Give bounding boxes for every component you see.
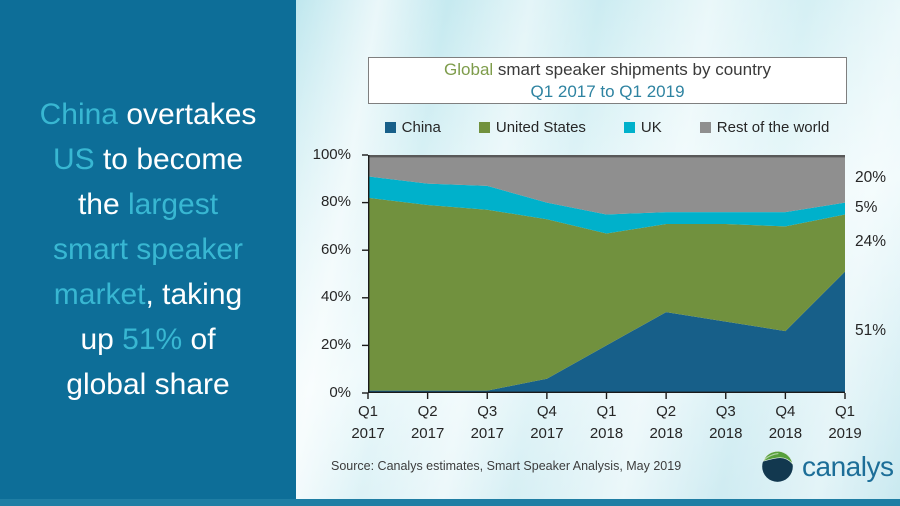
headline-segment: US: [52, 143, 95, 176]
x-tick-label-line: 2018: [709, 425, 743, 442]
area-uk: [368, 176, 845, 234]
x-tick-label: Q4 2017: [530, 401, 563, 445]
end-value-labels: 51% 24% 5% 20%: [855, 155, 900, 393]
x-tick-label: Q4 2018: [769, 401, 802, 445]
x-tick-label: Q1 2017: [351, 401, 384, 445]
headline-line: US to become: [0, 137, 296, 182]
x-tick-label-line: 2018: [768, 425, 803, 442]
x-tick-label-line: Q4: [536, 403, 557, 420]
canalys-globe-icon: [762, 451, 794, 482]
y-tick-label: 60%: [320, 240, 351, 258]
x-tick-label-line: Q3: [477, 403, 498, 420]
x-tick-label-line: 2018: [589, 425, 624, 442]
source-note: Source: Canalys estimates, Smart Speaker…: [331, 459, 682, 473]
x-tick-label-line: 2017: [351, 425, 385, 442]
y-tick-label: 80%: [320, 193, 351, 211]
x-tick-label-line: 2017: [470, 425, 504, 442]
headline-segment: to become: [94, 143, 244, 176]
chart-title-rest: smart speaker shipments by country: [493, 60, 771, 79]
chart-title: Global smart speaker shipments by countr…: [369, 59, 846, 80]
headline-segment: market: [53, 278, 146, 311]
headline-line: China overtakes: [0, 92, 296, 137]
legend: China United States UK Rest of the world: [362, 119, 852, 136]
headline-segment: global share: [66, 368, 230, 401]
end-label-uk: 5%: [855, 198, 878, 216]
x-tick-label-line: 2017: [530, 425, 564, 442]
plot-area: [362, 154, 846, 399]
headline-line: smart speaker: [0, 227, 296, 272]
chart-title-box: Global smart speaker shipments by countr…: [368, 57, 847, 104]
legend-swatch: [623, 122, 635, 133]
stacked-area-svg: [362, 154, 846, 399]
legend-label: United States: [495, 119, 586, 136]
x-tick-label-line: Q3: [715, 403, 736, 420]
x-tick-label-line: Q1: [834, 403, 855, 420]
y-tick-label: 0%: [329, 383, 351, 401]
x-tick-label-line: 2019: [828, 425, 862, 442]
chart-panel: Global smart speaker shipments by countr…: [296, 0, 900, 499]
headline-line: the largest: [0, 182, 296, 227]
legend-item-rest-of-the-world: Rest of the world: [699, 119, 830, 136]
headline-segment: China: [39, 98, 118, 131]
y-tick-label: 20%: [320, 335, 351, 353]
headline-segment: overtakes: [117, 98, 257, 131]
legend-swatch: [478, 122, 490, 133]
x-tick-label: Q2 2017: [411, 401, 444, 445]
area-china: [368, 271, 845, 393]
x-tick-label: Q3 2017: [471, 401, 504, 445]
x-tick-label-line: Q2: [417, 403, 438, 420]
legend-item-china: China: [384, 119, 441, 136]
chart-title-highlight: Global: [444, 60, 494, 79]
x-tick-label-line: Q4: [775, 403, 796, 420]
headline-segment: largest: [128, 188, 219, 221]
headline-segment: , taking: [145, 278, 243, 311]
x-tick-label: Q1 2019: [828, 401, 861, 445]
headline-segment: up: [80, 323, 123, 356]
end-label-rest-of-the-world: 20%: [855, 168, 887, 186]
y-axis-labels: 0% 20% 40% 60% 80% 100%: [296, 146, 356, 401]
bottom-accent-bar: [0, 499, 900, 506]
x-tick-label: Q2 2018: [649, 401, 682, 445]
area-united-states: [368, 197, 845, 391]
headline-segment: the: [77, 188, 128, 221]
x-tick-label-line: 2017: [410, 425, 445, 442]
end-label-united-states: 24%: [855, 233, 887, 251]
legend-swatch: [699, 122, 711, 133]
x-tick-label-line: Q1: [596, 403, 617, 420]
legend-item-uk: UK: [623, 119, 662, 136]
headline-text: China overtakes US to become the largest sm…: [0, 92, 296, 407]
headline-line: up 51% of: [0, 317, 296, 362]
y-tick-label: 100%: [312, 145, 351, 163]
x-axis-labels: Q1 2017 Q2 2017 Q3 2017 Q4 2017 Q1 2018 Q2 2018 Q3 20…: [351, 401, 861, 447]
sidebar: China overtakes US to become the largest sm…: [0, 0, 296, 499]
legend-label: UK: [640, 119, 662, 136]
legend-swatch: [384, 122, 396, 133]
x-tick-label-line: 2018: [649, 425, 683, 442]
x-tick-label: Q1 2018: [590, 401, 623, 445]
legend-label: China: [401, 119, 441, 136]
chart-subtitle: Q1 2017 to Q1 2019: [530, 82, 685, 101]
brand-logo: canalys: [760, 449, 894, 484]
headline-line: market, taking: [0, 272, 296, 317]
headline-segment: 51%: [122, 323, 183, 356]
legend-item-united-states: United States: [478, 119, 586, 136]
x-tick-label-line: Q1: [357, 403, 378, 420]
brand-name: canalys: [802, 450, 894, 482]
y-tick-label: 40%: [320, 288, 351, 306]
x-tick-label-line: Q2: [656, 403, 677, 420]
end-label-china: 51%: [855, 322, 887, 340]
headline-segment: of: [182, 323, 216, 356]
x-tick-label: Q3 2018: [709, 401, 742, 445]
headline-segment: smart speaker: [52, 233, 244, 266]
legend-label: Rest of the world: [716, 119, 830, 136]
headline-line: global share: [0, 362, 296, 407]
area-rest-of-the-world: [368, 155, 845, 215]
